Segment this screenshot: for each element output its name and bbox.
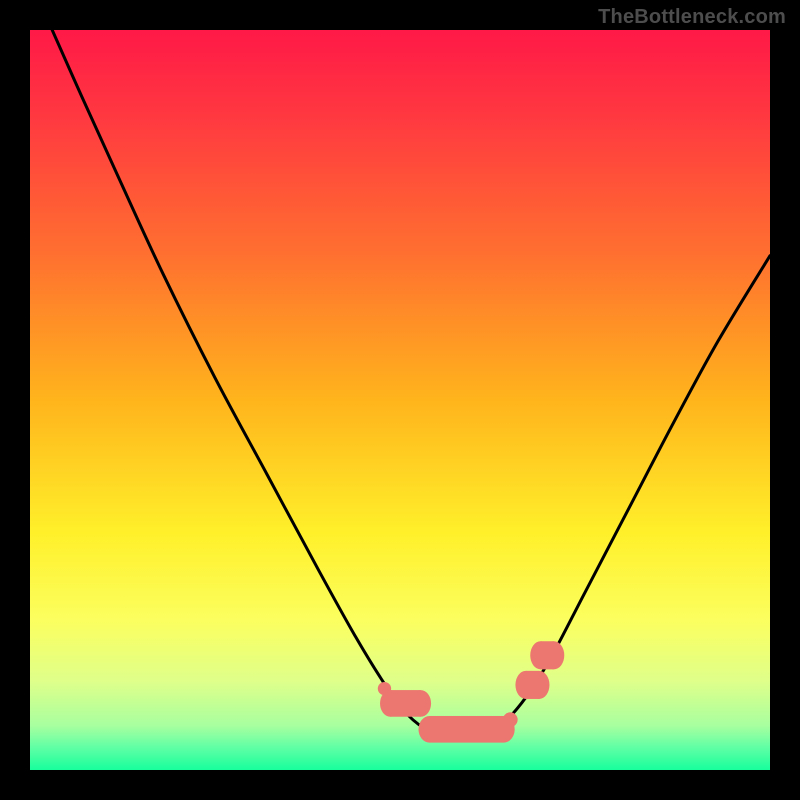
watermark-text: TheBottleneck.com [598,6,786,29]
chart-canvas [0,0,800,800]
figure-container: TheBottleneck.com [0,0,800,800]
plot-background-gradient [30,30,770,770]
